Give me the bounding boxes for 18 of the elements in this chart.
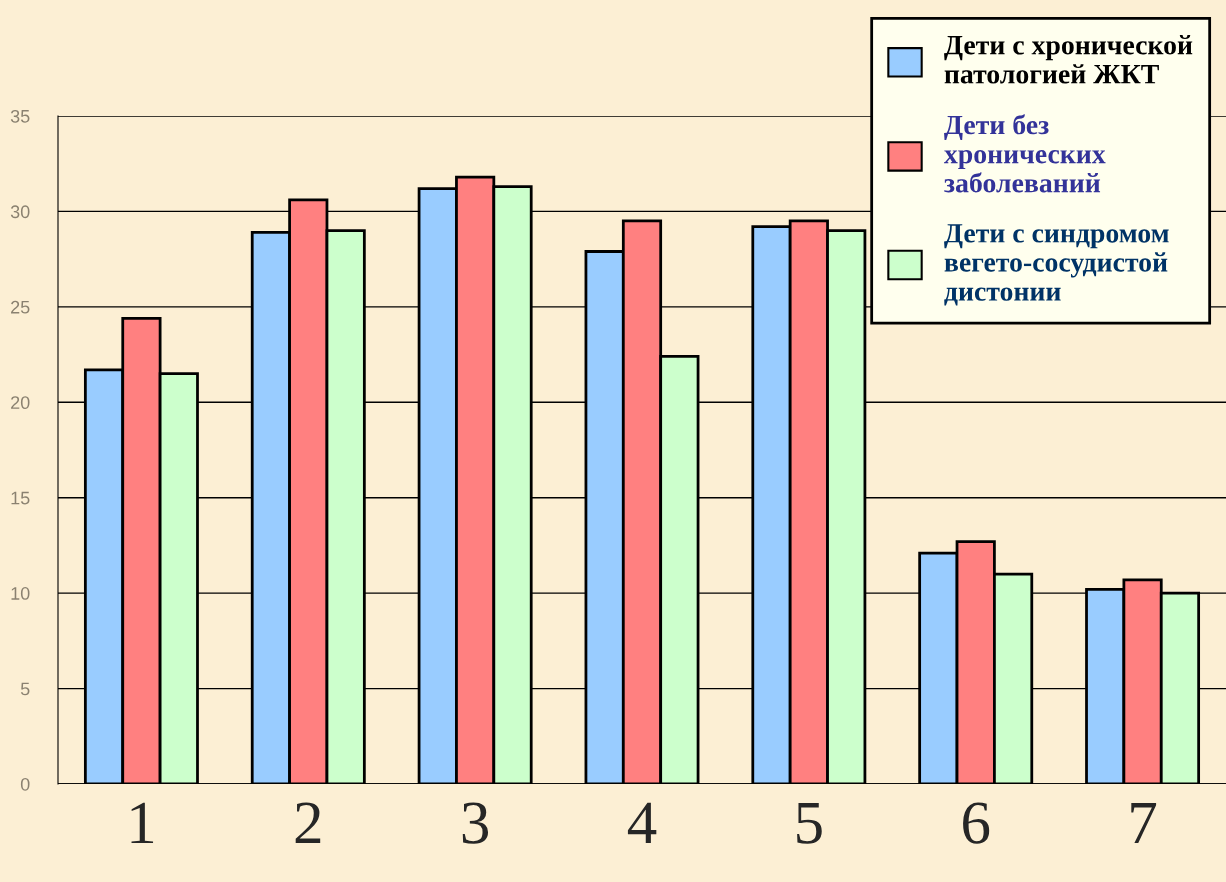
- x-tick-label: 1: [131, 802, 154, 844]
- x-tick-label: 7: [1131, 803, 1157, 844]
- x-tick-label: 4: [627, 802, 657, 844]
- y-tick-label: 35: [10, 109, 30, 123]
- legend-label: Дети с хронической патологией ЖКТ: [944, 35, 1193, 84]
- y-tick-label: 5: [20, 682, 30, 696]
- x-tick-label: 3: [462, 802, 489, 844]
- y-tick-label: 20: [11, 396, 30, 410]
- y-tick-label: 25: [11, 300, 30, 314]
- y-tick-label: 0: [20, 777, 30, 791]
- x-tick-label: 2: [295, 802, 321, 844]
- legend-label: Дети без хронических заболеваний: [944, 114, 1106, 193]
- legend-label: Дети с синдромом вегето-сосудистой дистонии: [944, 224, 1169, 306]
- y-tick-label: 30: [10, 205, 30, 219]
- y-tick-label: 10: [11, 587, 30, 600]
- x-tick-label: 5: [797, 803, 822, 844]
- y-tick-label: 15: [11, 491, 30, 505]
- x-tick-label: 6: [963, 802, 990, 844]
